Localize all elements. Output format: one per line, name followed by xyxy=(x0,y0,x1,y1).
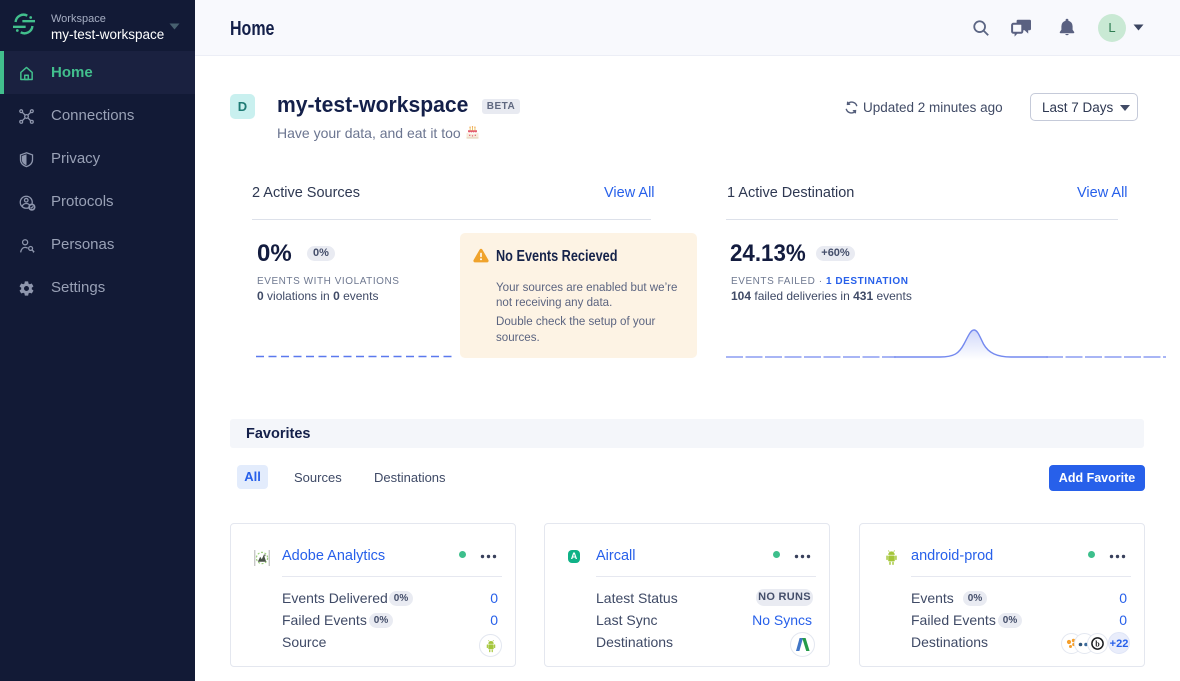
svg-text:b: b xyxy=(1095,639,1100,648)
